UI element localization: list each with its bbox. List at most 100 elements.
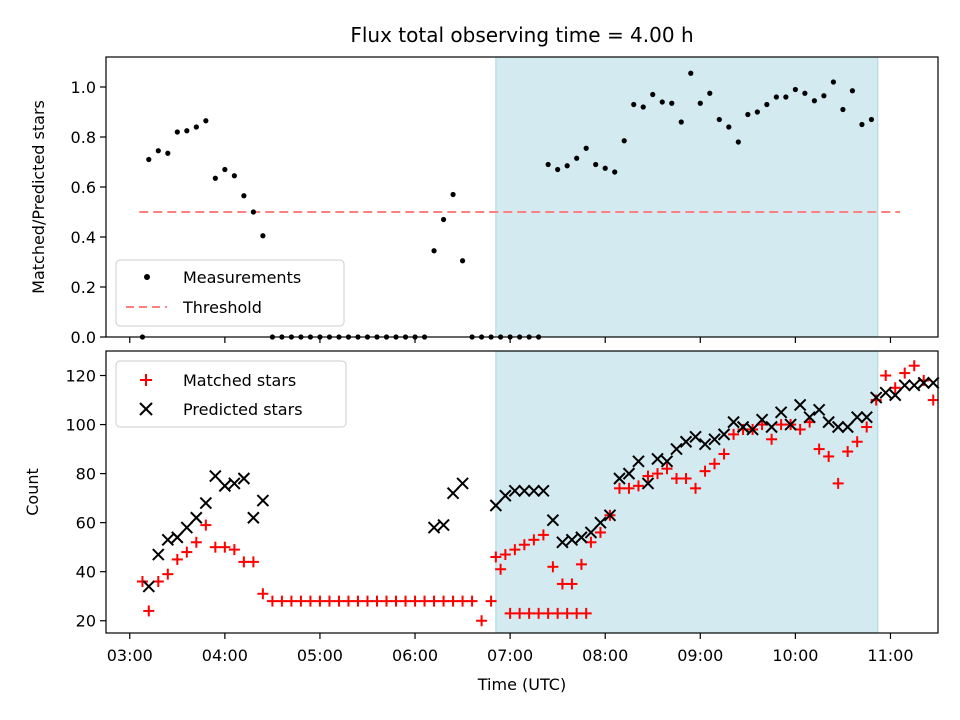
matched-star-point xyxy=(352,595,364,607)
measurement-point xyxy=(146,156,152,163)
top-axes-frame xyxy=(105,56,939,338)
measurement-point xyxy=(155,148,161,154)
predicted-star-point xyxy=(603,509,617,522)
predicted-star-point xyxy=(256,494,270,507)
top-legend: Measurements Threshold xyxy=(115,259,345,327)
measurement-point xyxy=(241,193,247,199)
matched-star-point xyxy=(323,595,335,607)
matched-star-point xyxy=(371,595,383,607)
matched-star-point xyxy=(219,541,231,553)
predicted-star-point xyxy=(641,477,655,490)
measurement-point xyxy=(640,104,646,110)
matched-star-point xyxy=(504,607,516,619)
predicted-star-point xyxy=(708,433,721,446)
chart-title: Flux total observing time = 4.00 h xyxy=(350,23,693,47)
predicted-star-point xyxy=(689,430,702,444)
measurement-point xyxy=(212,175,218,181)
measurement-point xyxy=(184,128,190,134)
legend-predicted-label: Predicted stars xyxy=(183,400,303,419)
predicted-star-point xyxy=(841,420,854,434)
matched-star-point xyxy=(181,546,193,558)
matched-star-point xyxy=(136,576,148,588)
measurement-point xyxy=(650,91,656,98)
matched-star-point xyxy=(851,436,863,448)
matched-star-point xyxy=(832,477,844,489)
measurement-point xyxy=(726,124,732,130)
matched-star-point xyxy=(690,482,702,494)
matched-star-point xyxy=(775,419,787,431)
matched-star-point xyxy=(266,595,278,607)
count-panel: 20 40 60 80 100 120 03:00 04:00 05:00 06:00 07:00… xyxy=(23,350,940,694)
predicted-star-point xyxy=(755,413,769,426)
matched-star-point xyxy=(651,468,663,480)
predicted-star-point xyxy=(746,423,759,436)
legend-matched-label: Matched stars xyxy=(183,371,296,390)
predicted-star-point xyxy=(556,536,569,549)
predicted-star-point xyxy=(171,531,184,544)
bottom-legend: Matched stars Predicted stars xyxy=(115,360,347,428)
matched-star-point xyxy=(314,595,326,607)
predicted-star-point xyxy=(793,398,807,412)
measurement-point xyxy=(260,233,266,239)
measurement-point xyxy=(174,129,180,135)
matched-star-point xyxy=(257,588,269,600)
matched-star-point xyxy=(200,519,212,531)
measurement-point xyxy=(802,90,808,96)
x-tick-label: 05:00 xyxy=(297,646,343,665)
predicted-star-point xyxy=(622,467,636,480)
matched-star-point xyxy=(571,607,583,619)
bottom-y-tick-label: 100 xyxy=(65,416,96,435)
predicted-star-point xyxy=(698,437,712,451)
ratio-panel: 0.0 0.2 0.4 0.6 0.8 1.0 Matched/Predicted sta… xyxy=(29,56,939,347)
matched-star-point xyxy=(671,473,683,485)
predicted-star-point xyxy=(917,376,930,390)
matched-star-point xyxy=(285,595,297,607)
predicted-star-point xyxy=(850,411,864,424)
measurement-point xyxy=(440,216,447,223)
matched-star-point xyxy=(823,450,835,462)
predicted-star-point xyxy=(879,386,892,399)
matched-star-point xyxy=(381,595,393,607)
measurement-point xyxy=(669,100,675,106)
matched-star-point xyxy=(709,458,721,470)
matched-star-point xyxy=(566,578,578,590)
matched-star-point xyxy=(632,480,644,492)
predicted-star-point xyxy=(717,428,731,441)
predicted-star-point xyxy=(651,452,664,466)
top-y-tick-label: 0.2 xyxy=(71,278,96,297)
matched-star-point xyxy=(908,360,920,372)
measurement-point xyxy=(716,116,722,123)
top-y-ticks: 0.0 0.2 0.4 0.6 0.8 1.0 xyxy=(71,78,106,347)
measurement-point xyxy=(688,70,694,76)
predicted-star-point xyxy=(518,484,531,497)
top-x-ticks xyxy=(129,337,892,343)
predicted-star-point xyxy=(584,526,598,539)
predicted-star-point xyxy=(161,533,175,547)
matched-star-point xyxy=(556,578,568,590)
measurement-point xyxy=(450,191,456,198)
predicted-star-point xyxy=(812,403,826,417)
matched-star-point xyxy=(699,465,711,477)
predicted-star-point xyxy=(831,420,845,434)
predicted-star-point xyxy=(237,472,251,485)
predicted-star-point xyxy=(613,472,626,485)
x-tick-label: 08:00 xyxy=(582,646,628,665)
predicted-star-point xyxy=(736,420,750,434)
bottom-y-ticks: 20 40 60 80 100 120 xyxy=(65,367,106,631)
top-y-axis-label: Matched/Predicted stars xyxy=(29,100,48,294)
predicted-star-point xyxy=(218,479,232,493)
measurement-point xyxy=(165,150,171,156)
legend-predicted-marker xyxy=(139,402,153,416)
top-highlight-span xyxy=(495,56,879,338)
measurement-point xyxy=(621,138,627,144)
measurement-point xyxy=(821,93,827,99)
predicted-star-point xyxy=(765,420,778,434)
matched-star-point xyxy=(304,595,316,607)
x-tick-label: 07:00 xyxy=(487,646,533,665)
measurement-point xyxy=(773,94,779,100)
matched-star-point xyxy=(361,595,373,607)
matched-star-point xyxy=(247,556,259,568)
predicted-star-point xyxy=(908,379,921,392)
predicted-star-point xyxy=(803,411,816,424)
